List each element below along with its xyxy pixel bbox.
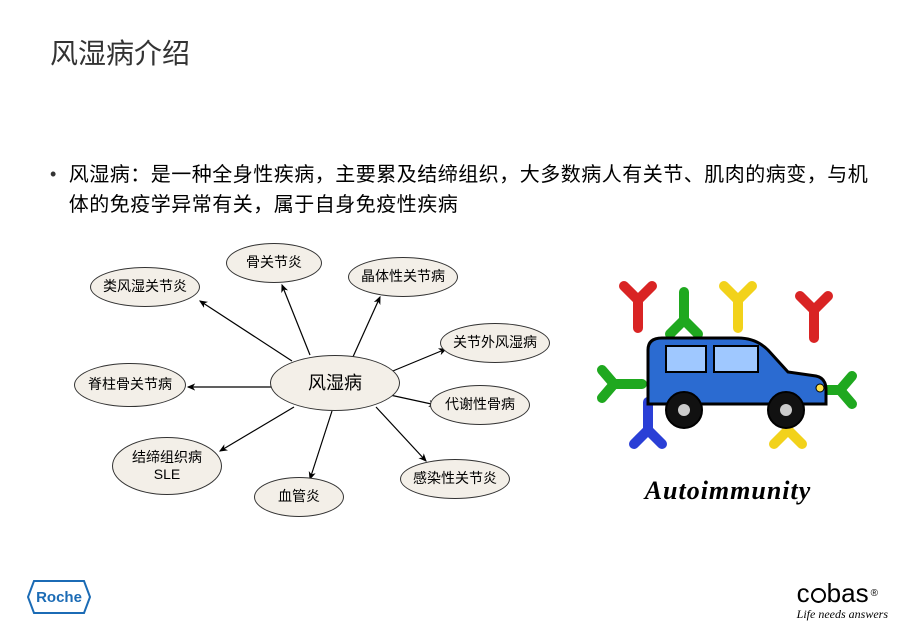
mindmap-node: 结缔组织病 SLE (112, 437, 222, 495)
antibody-icon (634, 402, 662, 444)
illustration-label: Autoimmunity (645, 476, 812, 506)
cobas-tagline: Life needs answers (797, 607, 888, 622)
mindmap-diagram: 风湿病 类风湿关节炎骨关节炎晶体性关节病关节外风湿病代谢性骨病感染性关节炎 血管炎结… (60, 235, 590, 555)
mindmap-node: 感染性关节炎 (400, 459, 510, 499)
intro-bullet: • 风湿病：是一种全身性疾病，主要累及结缔组织，大多数病人有关节、肌肉的病变，与… (50, 160, 870, 220)
mindmap-center-node: 风湿病 (270, 355, 400, 411)
mindmap-node: 脊柱骨关节病 (74, 363, 186, 407)
roche-text: Roche (36, 589, 82, 606)
bullet-marker: • (50, 160, 56, 188)
intro-text: 风湿病：是一种全身性疾病，主要累及结缔组织，大多数病人有关节、肌肉的病变，与机体… (69, 160, 869, 220)
roche-logo: Roche (26, 579, 92, 620)
mindmap-node: 代谢性骨病 (430, 385, 530, 425)
mindmap-node: 血管炎 (254, 477, 344, 517)
antibody-icon (724, 286, 752, 328)
mindmap-node: 骨关节炎 (226, 243, 322, 283)
cobas-wordmark: cbas® (797, 578, 888, 609)
mindmap-node: 类风湿关节炎 (90, 267, 200, 307)
antibody-icon (602, 370, 642, 398)
mindmap-node: 关节外风湿病 (440, 323, 550, 363)
car-icon (648, 338, 826, 428)
mindmap-node: 晶体性关节病 (348, 257, 458, 297)
antibody-icon (670, 292, 698, 334)
cobas-logo: cbas® Life needs answers (797, 578, 888, 622)
car-antibody-svg (588, 280, 868, 470)
page-title: 风湿病介绍 (50, 32, 190, 72)
antibody-icon (800, 296, 828, 338)
autoimmunity-illustration: Autoimmunity (578, 280, 878, 540)
antibody-icon (624, 286, 652, 328)
